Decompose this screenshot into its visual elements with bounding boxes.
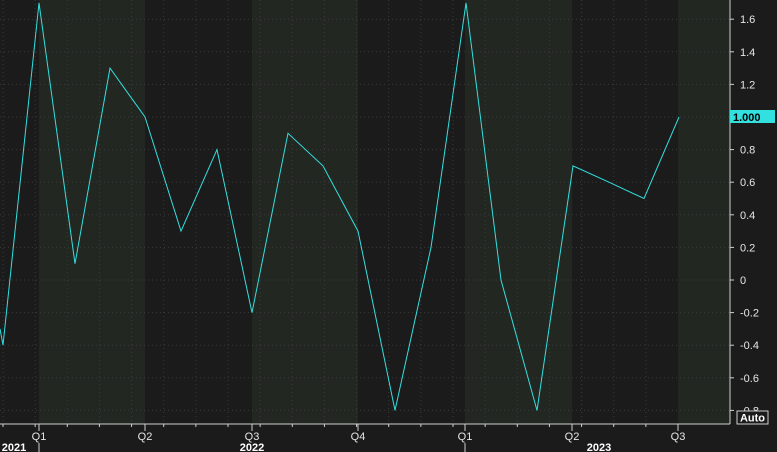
scale-mode-box[interactable] [736,410,769,425]
quarter-band [252,0,358,424]
y-tick-label: 1.6 [740,14,755,26]
quarter-band [465,0,572,424]
x-tick-label: Q3 [245,431,260,443]
scale-mode-button[interactable]: Auto [736,410,769,425]
y-tick-label: 0.2 [740,242,755,254]
y-tick-label: -0.4 [740,340,759,352]
last-value-marker: 1.000 [730,110,775,124]
grid-lines [0,0,730,424]
quarter-band [678,0,730,424]
y-tick-label: 0.4 [740,210,755,222]
y-tick-label: 0.6 [740,177,755,189]
y-tick-label: -0.2 [740,308,759,320]
y-tick-label: 0 [740,275,746,287]
y-tick-label: 1.2 [740,79,755,91]
scale-mode-label[interactable]: Auto [740,413,765,425]
year-label: 2023 [587,442,611,452]
quarter-band [39,0,145,424]
year-label: 2022 [240,442,264,452]
x-tick-label: Q1 [458,431,473,443]
x-tick-label: Q4 [351,431,366,443]
last-value-box [730,110,775,123]
y-tick-label: 1.4 [740,47,755,59]
series-line [0,2,680,411]
y-axis: 1.61.41.20.80.60.40.20-0.2-0.4-0.6-0.8 [729,0,759,424]
y-tick-label: 0.8 [740,145,755,157]
x-tick-label: Q3 [671,431,686,443]
quarter-bands [39,0,730,424]
y-tick-label: -0.6 [740,373,759,385]
x-tick-label: Q2 [138,431,153,443]
last-value-label: 1.000 [733,112,761,124]
x-axis: Q1 Q2 Q3 Q4 Q1 Q2 Q3 2021 2022 2023 [0,423,730,452]
x-tick-label: Q2 [565,431,580,443]
year-label: 2021 [2,442,26,452]
x-tick-label: Q1 [32,431,47,443]
